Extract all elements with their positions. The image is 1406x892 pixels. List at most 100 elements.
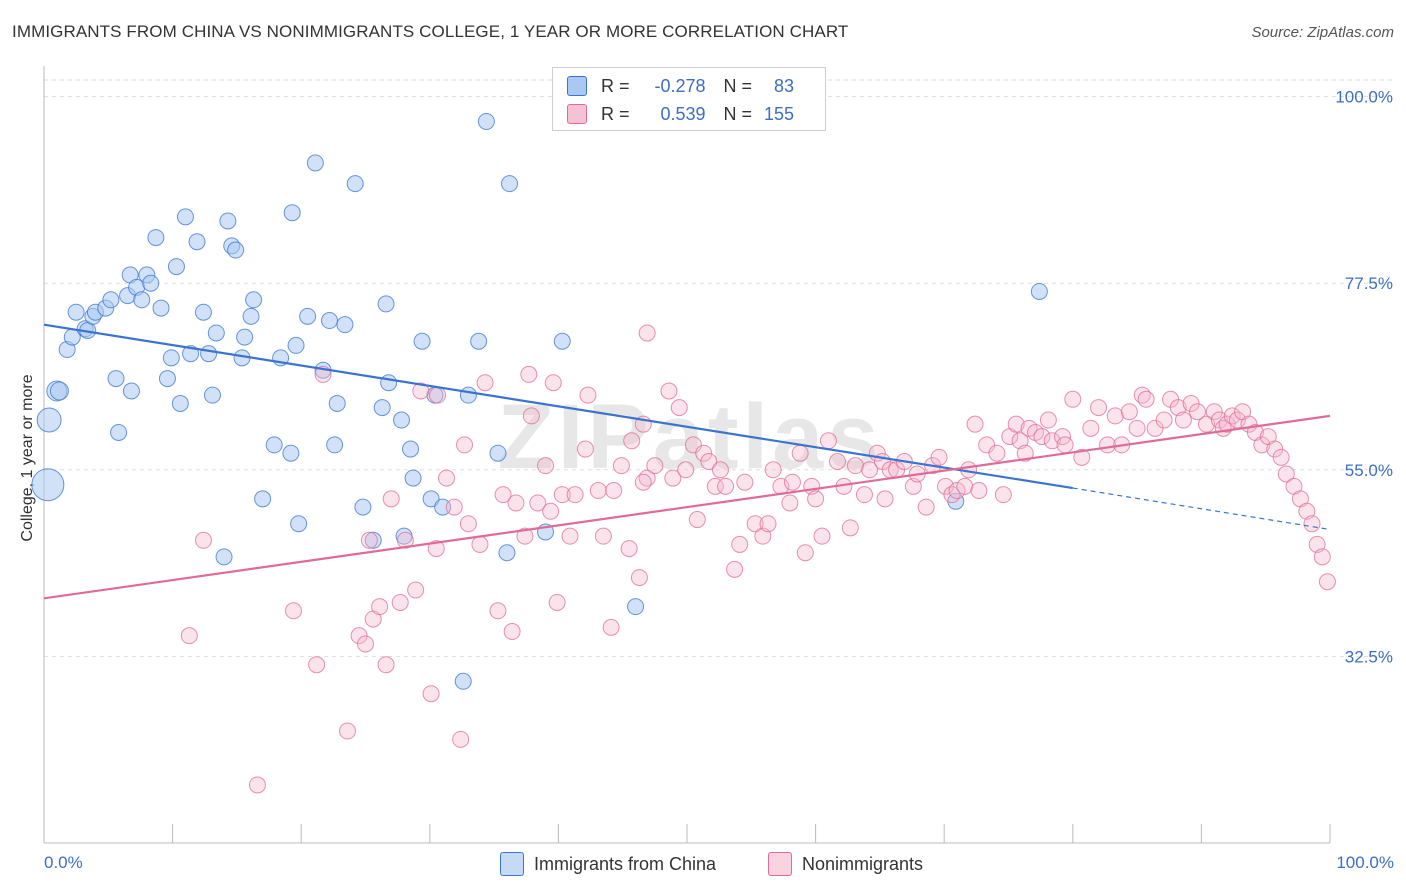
nonimmigrant-point <box>1007 415 1025 433</box>
nonimmigrant-point <box>1011 432 1029 450</box>
nonimmigrant-point <box>1082 419 1100 437</box>
china-point <box>283 204 301 222</box>
nonimmigrant-point <box>1205 403 1223 421</box>
china-point <box>110 423 128 441</box>
y-tick-label: 55.0% <box>1345 461 1393 480</box>
nonimmigrant-point <box>1189 403 1207 421</box>
china-point <box>320 312 338 330</box>
china-point <box>553 332 571 350</box>
chart-source: Source: ZipAtlas.com <box>1251 24 1394 41</box>
legend-swatch-china <box>500 852 524 876</box>
legend-row-china: R = -0.278 N = 83 <box>567 74 794 98</box>
nonimmigrant-point <box>731 535 749 553</box>
nonimmigrant-point <box>623 432 641 450</box>
nonimmigrant-point <box>357 635 374 653</box>
china-point <box>176 208 194 226</box>
china-point <box>207 324 225 342</box>
china-point <box>242 307 260 325</box>
nonimmigrant-point <box>948 482 966 500</box>
nonimmigrant-point <box>503 623 521 641</box>
nonimmigrant-point <box>412 382 430 400</box>
nonimmigrant-point <box>605 482 623 500</box>
china-point <box>236 328 254 346</box>
china-point <box>245 291 263 309</box>
nonimmigrant-point <box>1073 448 1091 466</box>
nonimmigrant-point <box>754 527 772 545</box>
china-point <box>162 349 180 367</box>
nonimmigrant-point <box>589 482 607 500</box>
nonimmigrant-point <box>1198 415 1216 433</box>
legend-n-value: 155 <box>763 103 795 124</box>
china-point <box>282 444 300 462</box>
china-point <box>152 299 170 317</box>
china-point <box>167 258 185 276</box>
nonimmigrant-point <box>1313 548 1331 566</box>
nonimmigrant-point <box>544 374 562 392</box>
nonimmigrant-point <box>791 444 809 462</box>
china-point <box>477 112 495 130</box>
nonimmigrant-point <box>489 602 507 620</box>
china-point <box>326 436 344 454</box>
china-point <box>354 498 372 516</box>
nonimmigrant-trend-line <box>43 414 1331 600</box>
nonimmigrant-point <box>646 457 664 475</box>
nonimmigrant-point <box>476 374 494 392</box>
nonimmigrant-point <box>841 519 859 537</box>
china-trend-extension <box>1072 487 1331 531</box>
nonimmigrant-point <box>1308 535 1326 553</box>
nonimmigrant-point <box>529 494 547 512</box>
nonimmigrant-point <box>507 494 525 512</box>
nonimmigrant-point <box>1218 415 1236 433</box>
nonimmigrant-point <box>422 685 440 703</box>
china-point <box>346 175 364 193</box>
china-point <box>404 469 422 487</box>
nonimmigrant-point <box>194 531 212 549</box>
legend-swatch-nonimmigrants <box>768 852 792 876</box>
nonimmigrant-point <box>566 486 584 504</box>
bottom-legend: Immigrants from China Nonimmigrants <box>0 852 1406 876</box>
nonimmigrant-point <box>1128 419 1146 437</box>
china-point <box>203 386 221 404</box>
nonimmigrant-point <box>438 469 456 487</box>
china-point <box>142 274 160 292</box>
axes <box>43 66 1331 844</box>
china-point <box>454 672 472 690</box>
china-point <box>31 468 65 502</box>
nonimmigrant-point <box>1043 432 1061 450</box>
nonimmigrant-point <box>308 656 326 674</box>
nonimmigrant-point <box>1303 515 1321 533</box>
nonimmigrant-point <box>1120 403 1138 421</box>
chart-title: IMMIGRANTS FROM CHINA VS NONIMMIGRANTS C… <box>12 22 849 41</box>
china-point <box>1030 282 1048 300</box>
nonimmigrant-point <box>695 444 713 462</box>
stats-legend: R = -0.278 N = 83 R = 0.539 N = 155 <box>552 67 826 131</box>
y-tick-labels: 32.5% 55.0% 77.5% 100.0% <box>1335 88 1393 667</box>
legend-n-label: N = <box>723 103 753 124</box>
china-point <box>219 212 237 230</box>
nonimmigrant-point <box>970 482 988 500</box>
nonimmigrant-point <box>638 324 656 342</box>
china-point <box>227 241 245 259</box>
nonimmigrant-point <box>548 593 566 611</box>
nonimmigrant-point <box>612 457 630 475</box>
china-point <box>373 399 391 417</box>
legend-r-label: R = <box>601 75 630 96</box>
nonimmigrant-point <box>1106 407 1124 425</box>
legend-r-label: R = <box>601 103 630 124</box>
china-point <box>49 381 69 401</box>
nonimmigrant-point <box>1210 411 1228 429</box>
nonimmigrant-point <box>471 535 489 553</box>
nonimmigrant-point <box>1039 411 1057 429</box>
nonimmigrant-point <box>553 486 571 504</box>
nonimmigrant-point <box>1016 444 1034 462</box>
china-point <box>402 440 420 458</box>
nonimmigrant-point <box>706 477 724 495</box>
nonimmigrant-point <box>561 527 579 545</box>
nonimmigrant-point <box>522 407 540 425</box>
nonimmigrant-point <box>1174 411 1192 429</box>
china-point <box>328 394 346 412</box>
nonimmigrant-point <box>717 477 735 495</box>
nonimmigrant-point <box>1155 411 1173 429</box>
nonimmigrant-point <box>1137 390 1155 408</box>
